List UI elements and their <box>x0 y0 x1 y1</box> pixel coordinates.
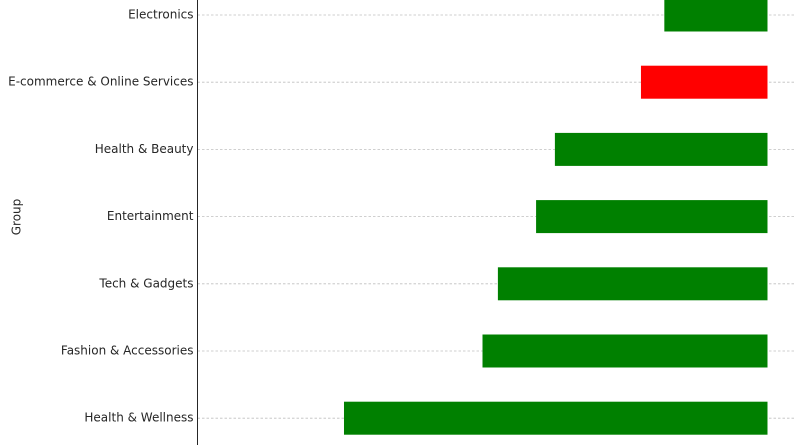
bar-fashion-accessories <box>482 334 768 368</box>
y-tick-label-fashion-accessories: Fashion & Accessories <box>61 344 194 358</box>
bar-entertainment <box>536 200 768 234</box>
y-tick-label-health-beauty: Health & Beauty <box>95 142 194 156</box>
y-tick-label-health-wellness: Health & Wellness <box>84 411 193 425</box>
bar-health-wellness <box>343 401 768 435</box>
bars <box>343 0 768 435</box>
bar-electronics <box>664 0 768 32</box>
y-tick-label-e-commerce-online-services: E-commerce & Online Services <box>8 75 193 89</box>
y-tick-label-tech-gadgets: Tech & Gadgets <box>98 276 193 290</box>
y-tick-label-entertainment: Entertainment <box>107 209 194 223</box>
bar-tech-gadgets <box>497 267 768 301</box>
y-tick-labels: Electronics E-commerce & Online Services H… <box>8 8 194 425</box>
bar-e-commerce-online-services <box>640 65 768 99</box>
y-axis-label: Group <box>10 199 24 236</box>
y-tick-label-electronics: Electronics <box>128 8 193 22</box>
bar-health-beauty <box>554 132 768 166</box>
